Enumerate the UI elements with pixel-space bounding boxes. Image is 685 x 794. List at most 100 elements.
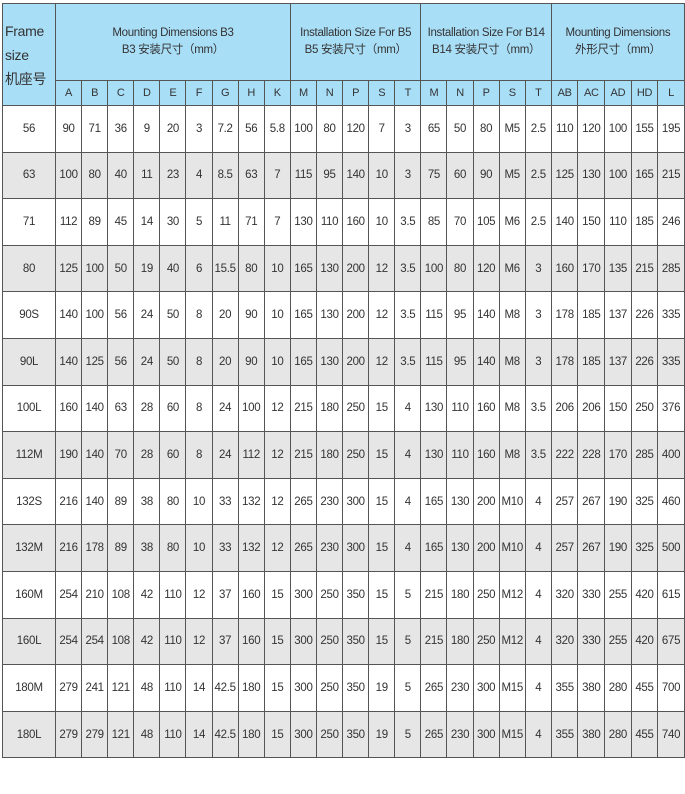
dimension-cell: 15 [263, 570, 291, 619]
dimension-cell: M12 [498, 570, 526, 619]
dimension-cell: 420 [630, 617, 659, 666]
dimension-cell: 15 [368, 570, 396, 619]
group-title-line2: B5 安装尺寸（mm） [304, 44, 407, 56]
dimension-cell: 56 [107, 337, 135, 386]
dimension-cell: 37 [211, 570, 239, 619]
dimension-cell: 110 [604, 198, 632, 246]
group-title-line1: Installation Size For B5 [300, 27, 412, 39]
dimension-cell: 15 [263, 617, 291, 666]
dimension-cell: 9 [133, 105, 161, 153]
dimension-cell: 80 [472, 105, 500, 153]
dimension-cell: 250 [342, 431, 370, 479]
dimension-cell: 28 [133, 384, 161, 433]
dimension-cell: 265 [420, 710, 448, 759]
dimension-cell: 140 [54, 337, 83, 386]
dimensions-table: Frame size 机座号 Mounting Dimensions B3 B3 … [2, 3, 685, 759]
dimension-cell: 185 [630, 198, 659, 246]
dimension-cell: 130 [315, 244, 344, 293]
dimension-cell: 4 [524, 524, 552, 572]
dimension-cell: 130 [446, 477, 474, 526]
dimension-cell: 250 [630, 384, 659, 433]
dimension-cell: 355 [550, 664, 579, 712]
dimension-cell: 130 [577, 151, 606, 200]
dimension-cell: 265 [289, 524, 317, 572]
dimension-cell: 50 [446, 105, 474, 153]
dimension-cell: 250 [315, 664, 344, 712]
dimension-cell: 300 [289, 570, 317, 619]
dimension-cell: 300 [289, 710, 317, 759]
dimension-cell: 300 [472, 664, 500, 712]
dimension-cell: 380 [577, 664, 606, 712]
dimension-cell: 250 [315, 570, 344, 619]
column-header-t: T [394, 80, 422, 106]
column-header-hd: HD [630, 80, 659, 106]
dimension-cell: 19 [368, 664, 396, 712]
dimension-cell: 10 [263, 337, 291, 386]
dimension-cell: 4 [185, 151, 213, 200]
dimension-cell: 257 [550, 477, 579, 526]
column-header-p: P [472, 80, 500, 106]
dimension-cell: 19 [133, 244, 161, 293]
dimension-cell: 200 [342, 291, 370, 339]
dimension-cell: 130 [315, 291, 344, 339]
table-row: 100L 160 140 63 28 60 8 24 100 12 215 180 250 15 4 130 1… [2, 384, 685, 433]
dimension-cell: 12 [263, 477, 291, 526]
dimension-cell: 120 [342, 105, 370, 153]
dimension-cell: 160 [237, 617, 265, 666]
column-header-p: P [342, 80, 370, 106]
dimension-cell: 4 [394, 431, 422, 479]
frame-label-en-2: size [5, 46, 29, 63]
dimension-cell: 60 [159, 431, 187, 479]
dimension-cell: 15 [368, 384, 396, 433]
dimension-cell: 90 [237, 337, 265, 386]
column-header-ab: AB [550, 80, 579, 106]
dimension-cell: 8 [185, 384, 213, 433]
dimension-cell: 24 [211, 384, 239, 433]
dimension-cell: 267 [577, 524, 606, 572]
dimension-cell: 140 [81, 477, 109, 526]
dimension-cell: 215 [630, 244, 659, 293]
dimension-cell: 180 [315, 431, 344, 479]
dimension-cell: 400 [657, 431, 685, 479]
dimension-cell: 279 [54, 710, 83, 759]
dimension-cell: 95 [446, 337, 474, 386]
dimension-cell: 42 [133, 617, 161, 666]
table-row: 160M 254 210 108 42 110 12 37 160 15 300 250 350 15 5 2… [2, 570, 685, 619]
dimension-cell: 135 [604, 244, 632, 293]
dimension-cell: 206 [577, 384, 606, 433]
dimension-cell: 11 [133, 151, 161, 200]
table-row: 160L 254 254 108 42 110 12 37 160 15 300 250 350 15 5 2… [2, 617, 685, 666]
table-row: 90S 140 100 56 24 50 8 20 90 10 165 130 200 12 3.5 115 9… [2, 291, 685, 339]
dimension-cell: 100 [604, 105, 632, 153]
group-title-line1: Installation Size For B14 [427, 27, 545, 39]
dimension-cell: 185 [577, 337, 606, 386]
group-title-line1: Mounting Dimensions [565, 27, 671, 39]
column-header-f: F [185, 80, 213, 106]
dimension-cell: 89 [81, 198, 109, 246]
dimension-cell: 80 [315, 105, 344, 153]
dimension-cell: 255 [604, 617, 632, 666]
dimension-cell: 110 [315, 198, 344, 246]
group-title-line2: B3 安装尺寸（mm） [121, 44, 224, 56]
dimension-cell: 115 [289, 151, 317, 200]
dimension-cell: 89 [107, 477, 135, 526]
dimension-cell: 71 [237, 198, 265, 246]
dimension-cell: 300 [472, 710, 500, 759]
dimension-cell: 200 [342, 337, 370, 386]
dimension-cell: 33 [211, 477, 239, 526]
dimension-cell: 28 [133, 431, 161, 479]
table-row: 180M 279 241 121 48 110 14 42.5 180 15 300 250 350 19… [2, 664, 685, 712]
dimension-cell: 178 [550, 291, 579, 339]
dimension-cell: 3 [524, 291, 552, 339]
dimension-cell: 130 [420, 384, 448, 433]
column-header-n: N [446, 80, 474, 106]
dimension-cell: 455 [630, 710, 659, 759]
table-row: 80 125 100 50 19 40 6 15.5 80 10 165 130 200 12 3.5 100… [2, 244, 685, 293]
dimension-cell: 108 [107, 570, 135, 619]
dimension-cell: 160 [237, 570, 265, 619]
dimension-cell: 3.5 [524, 384, 552, 433]
dimension-cell: 120 [577, 105, 606, 153]
dimension-cell: 12 [185, 570, 213, 619]
column-header-t: T [524, 80, 552, 106]
dimension-cell: 160 [342, 198, 370, 246]
